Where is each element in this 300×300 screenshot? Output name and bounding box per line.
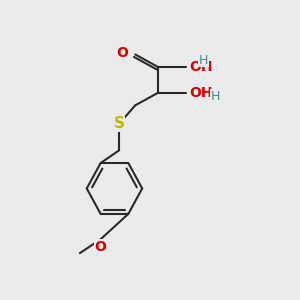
Text: H: H (210, 90, 220, 103)
Text: OH: OH (190, 60, 213, 74)
Text: O: O (95, 240, 106, 254)
Text: S: S (114, 116, 124, 131)
Text: H: H (199, 54, 208, 67)
Text: OH: OH (190, 85, 213, 100)
Text: O: O (116, 46, 128, 60)
